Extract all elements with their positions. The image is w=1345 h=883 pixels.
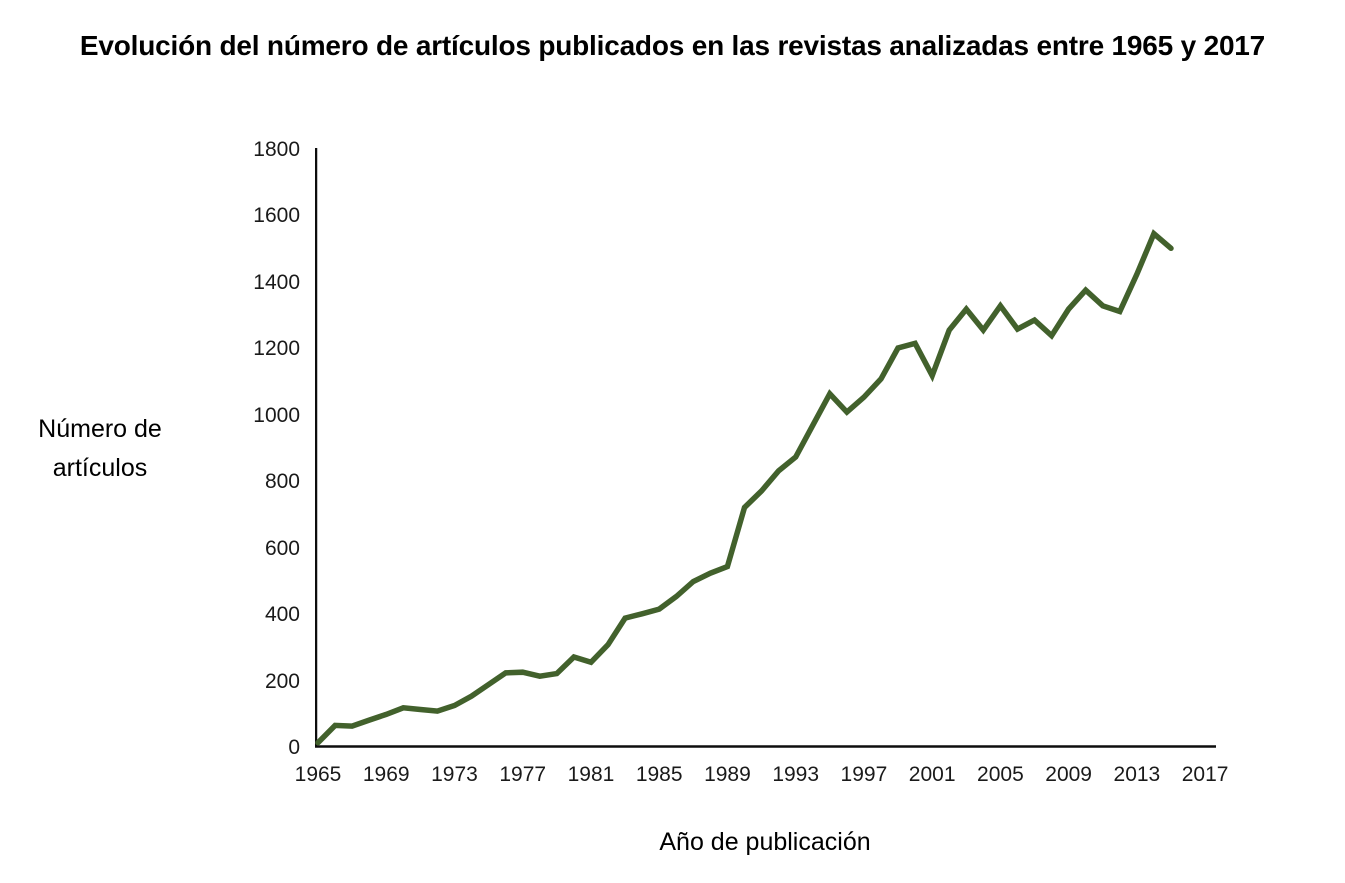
y-tick-label: 400 [264,603,300,627]
x-axis-title: Año de publicación [659,828,871,856]
x-tick-label: 1969 [362,763,410,786]
x-tick-label: 1985 [635,763,683,786]
chart-title: Evolución del número de artículos public… [79,30,1266,61]
x-tick-label: 2009 [1045,763,1092,786]
y-axis-title: Número de artículos [10,410,190,488]
y-tick-label: 800 [264,470,300,494]
y-tick-label: 600 [264,536,300,560]
x-tick-label: 1997 [840,763,888,786]
y-tick-label: 1800 [253,138,300,161]
y-tick-label: 0 [288,736,300,759]
x-tick-label: 1973 [431,763,478,786]
x-tick-label: 1993 [772,763,820,786]
x-tick-label: 2001 [908,763,956,786]
y-axis-title-line1: Número de [38,415,162,443]
x-tick-label: 1977 [499,763,547,786]
y-tick-label: 1000 [253,403,300,427]
x-tick-label: 2017 [1181,763,1229,786]
x-tick-label: 2005 [977,763,1024,786]
y-tick-label: 200 [264,669,300,693]
x-tick-label: 1981 [567,763,615,786]
y-tick-label: 1200 [253,337,300,361]
x-tick-label: 1989 [704,763,751,786]
y-axis-title-line2: artículos [52,454,148,482]
line-chart-plot [315,148,1216,748]
x-tick-label: 1965 [294,763,342,786]
x-tick-label: 2013 [1113,763,1161,786]
data-series-line [315,229,1174,746]
y-tick-label: 1600 [253,204,300,228]
y-tick-label: 1400 [253,270,300,294]
